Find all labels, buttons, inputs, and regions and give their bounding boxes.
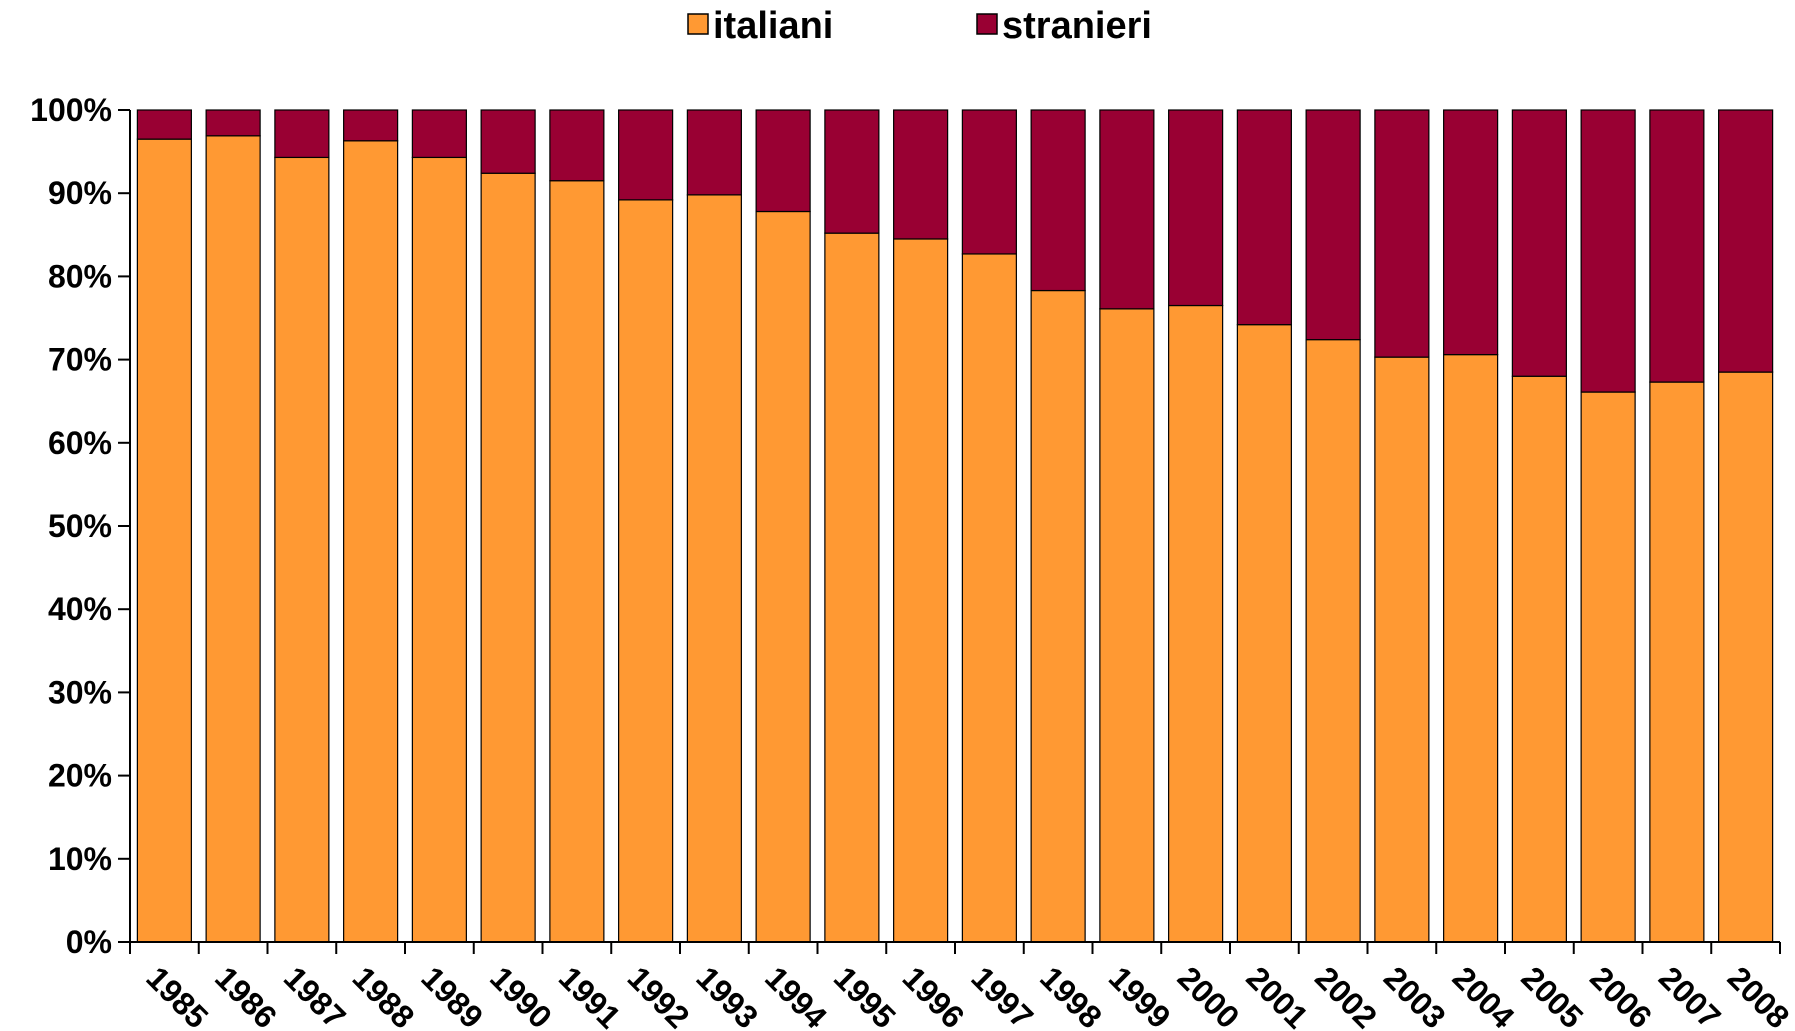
x-tick-label: 1995 — [827, 959, 903, 1031]
bar-italiani-2004 — [1443, 354, 1499, 943]
x-tick-label: 1988 — [346, 959, 422, 1031]
x-tick-label: 2000 — [1171, 959, 1247, 1031]
y-tick-label: 70% — [48, 342, 112, 378]
legend-label-italiani: italiani — [713, 5, 833, 47]
bar-italiani-1999 — [1099, 308, 1155, 943]
bar-italiani-2000 — [1168, 304, 1224, 943]
bar-italiani-1988 — [343, 140, 399, 943]
x-tick-label: 1999 — [1102, 959, 1178, 1031]
bar-stranieri-1996 — [893, 109, 949, 240]
x-tick-label: 1994 — [758, 959, 834, 1031]
bar-italiani-1985 — [136, 138, 192, 943]
bar-stranieri-1998 — [1030, 109, 1086, 292]
bar-italiani-2001 — [1236, 324, 1292, 943]
x-tick-label: 1985 — [139, 959, 215, 1031]
bar-stranieri-1997 — [961, 109, 1017, 255]
bar-italiani-1987 — [274, 156, 330, 943]
bar-stranieri-1999 — [1099, 109, 1155, 310]
bar-italiani-1992 — [618, 199, 674, 943]
bar-italiani-2008 — [1718, 371, 1774, 943]
bar-italiani-1991 — [549, 180, 605, 943]
legend-swatch-stranieri — [976, 13, 998, 35]
bars — [136, 109, 1774, 943]
x-tick-label: 1997 — [964, 959, 1040, 1031]
x-tick-label: 1989 — [414, 959, 490, 1031]
bar-stranieri-1988 — [343, 109, 399, 142]
y-tick-label: 100% — [30, 92, 112, 128]
x-tick-label: 2004 — [1446, 959, 1522, 1031]
bar-stranieri-1985 — [136, 109, 192, 140]
bar-italiani-1995 — [824, 232, 880, 943]
x-tick-label: 2003 — [1377, 959, 1453, 1031]
x-tick-label: 1987 — [277, 959, 353, 1031]
legend-label-stranieri: stranieri — [1002, 5, 1152, 47]
y-axis: 0% 10% 20% 30% 40% 50% 60% 70% 80% 90% 100% — [30, 92, 131, 960]
y-tick-label: 80% — [48, 258, 112, 294]
y-tick-label: 50% — [48, 508, 112, 544]
x-tick-label: 2006 — [1583, 959, 1659, 1031]
bar-stranieri-1989 — [411, 109, 467, 159]
bar-stranieri-1994 — [755, 109, 811, 213]
x-tick-label: 1996 — [896, 959, 972, 1031]
bar-italiani-1998 — [1030, 289, 1086, 943]
bar-stranieri-2008 — [1718, 109, 1774, 373]
bar-italiani-2003 — [1374, 356, 1430, 943]
y-tick-label: 0% — [66, 924, 112, 960]
bar-italiani-2002 — [1305, 339, 1361, 943]
y-tick-label: 30% — [48, 674, 112, 710]
x-tick-label: 2002 — [1308, 959, 1384, 1031]
bar-stranieri-2001 — [1236, 109, 1292, 326]
bar-stranieri-1992 — [618, 109, 674, 201]
bar-stranieri-2000 — [1168, 109, 1224, 307]
bar-italiani-1993 — [686, 194, 742, 943]
bar-stranieri-2004 — [1443, 109, 1499, 356]
bar-stranieri-1995 — [824, 109, 880, 234]
x-tick-label: 1992 — [621, 959, 697, 1031]
x-axis: 1985198619871988198919901991199219931994… — [129, 941, 1795, 1031]
bar-italiani-1990 — [480, 172, 536, 943]
bar-italiani-1997 — [961, 253, 1017, 943]
y-tick-label: 40% — [48, 591, 112, 627]
x-tick-label: 1986 — [208, 959, 284, 1031]
y-tick-label: 60% — [48, 425, 112, 461]
bar-italiani-2005 — [1511, 375, 1567, 943]
legend: italiani stranieri — [687, 5, 1152, 47]
bar-stranieri-1993 — [686, 109, 742, 196]
x-tick-label: 1990 — [483, 959, 559, 1031]
x-tick-label: 1991 — [552, 959, 628, 1031]
y-tick-label: 20% — [48, 758, 112, 794]
bar-stranieri-2007 — [1649, 109, 1705, 383]
bar-stranieri-2006 — [1580, 109, 1636, 393]
bar-italiani-1996 — [893, 238, 949, 943]
bar-stranieri-2002 — [1305, 109, 1361, 341]
bar-stranieri-2003 — [1374, 109, 1430, 358]
y-tick-label: 10% — [48, 841, 112, 877]
bar-italiani-1994 — [755, 210, 811, 943]
bar-stranieri-1987 — [274, 109, 330, 159]
x-tick-label: 1993 — [689, 959, 765, 1031]
bar-italiani-2007 — [1649, 381, 1705, 943]
bar-stranieri-2005 — [1511, 109, 1567, 377]
bar-italiani-2006 — [1580, 391, 1636, 943]
y-tick-label: 90% — [48, 175, 112, 211]
x-tick-label: 2001 — [1239, 959, 1315, 1031]
bar-stranieri-1991 — [549, 109, 605, 182]
x-tick-label: 2008 — [1721, 959, 1795, 1031]
bar-stranieri-1990 — [480, 109, 536, 174]
legend-swatch-italiani — [687, 13, 709, 35]
x-tick-label: 2005 — [1514, 959, 1590, 1031]
bar-italiani-1986 — [205, 135, 261, 943]
x-tick-label: 2007 — [1652, 959, 1728, 1031]
bar-italiani-1989 — [411, 156, 467, 943]
bar-stranieri-1986 — [205, 109, 261, 137]
x-tick-label: 1998 — [1033, 959, 1109, 1031]
